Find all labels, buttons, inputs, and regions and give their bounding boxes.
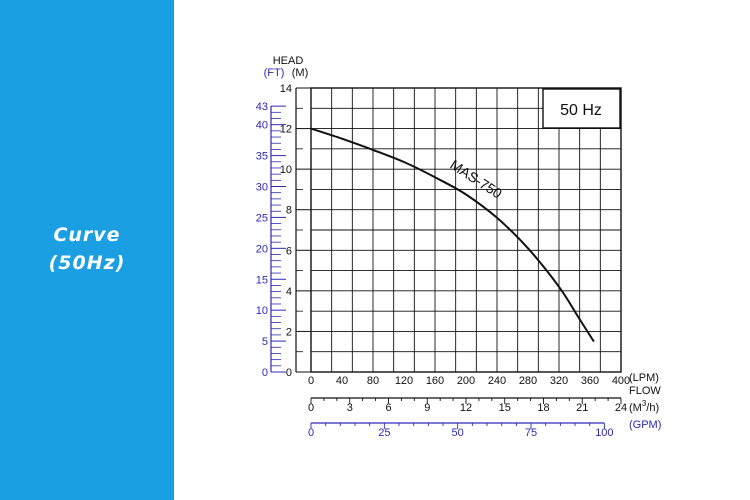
m3h-tick-label: 15: [499, 402, 511, 414]
frequency-badge: 50 Hz: [542, 88, 621, 129]
m-unit: (M): [292, 67, 309, 79]
m-tick-label: 6: [286, 245, 292, 257]
lpm-tick-label: 80: [367, 375, 379, 387]
side-title-curve: Curve: [53, 224, 121, 246]
lpm-tick-label: 200: [457, 375, 475, 387]
flow-lpm-axis: 0 40 80 120 160 200 240 280 320 360 400(LPM)FLOW: [308, 372, 661, 397]
m-tick-label: 4: [286, 286, 292, 298]
badge-box: [542, 88, 621, 129]
m-tick-label: 2: [286, 326, 292, 338]
m3h-tick-label: 12: [460, 402, 472, 414]
flow-m3h-axis: 0 3 6 9 12 15 18 21 24 (M3/h): [308, 397, 659, 414]
flow-title: FLOW: [629, 385, 661, 397]
ft-tick-label: 20: [256, 243, 268, 255]
plot-border: [310, 87, 622, 373]
m-tick-label: 14: [280, 83, 292, 95]
ft-tick-label: 10: [256, 305, 268, 317]
badge-label: 50 Hz: [560, 102, 602, 119]
ft-tick-label: 43: [256, 101, 268, 113]
side-panel: Curve (50Hz): [0, 0, 174, 500]
lpm-tick-label: 360: [581, 375, 599, 387]
m3h-unit: (M3/h): [629, 399, 659, 414]
lpm-tick-label: 240: [488, 375, 506, 387]
ft-tick-label: 35: [256, 151, 268, 163]
flow-gpm-axis: 0 25 50 75 100 (GPM): [308, 419, 661, 439]
series-line: [310, 127, 595, 343]
gpm-tick-label: 25: [378, 427, 390, 439]
lpm-tick-label: 280: [519, 375, 537, 387]
ft-unit: (FT): [264, 67, 285, 79]
m-tick-label: 12: [280, 124, 292, 136]
gpm-tick-label: 0: [308, 427, 314, 439]
lpm-tick-label: 320: [550, 375, 568, 387]
head-title: HEAD: [273, 55, 304, 67]
ft-tick-label: 0: [262, 367, 268, 379]
lpm-tick-label: 0: [308, 375, 314, 387]
gpm-unit: (GPM): [629, 419, 661, 431]
ft-tick-label: 30: [256, 182, 268, 194]
ft-tick-label: 25: [256, 212, 268, 224]
m3h-tick-label: 9: [424, 402, 430, 414]
m-tick-label: 10: [280, 164, 292, 176]
m3h-tick-label: 18: [537, 402, 549, 414]
m3h-tick-label: 0: [308, 402, 314, 414]
m3h-tick-label: 24: [615, 402, 627, 414]
m-tick-label: 0: [286, 367, 292, 379]
gpm-tick-label: 100: [595, 427, 613, 439]
lpm-tick-label: 160: [426, 375, 444, 387]
m-tick-label: 8: [286, 205, 292, 217]
lpm-unit: (LPM): [629, 372, 659, 384]
gpm-tick-label: 75: [525, 427, 537, 439]
lpm-tick-label: 40: [336, 375, 348, 387]
ft-tick-label: 40: [256, 120, 268, 132]
m3h-tick-label: 3: [347, 402, 353, 414]
head-m-axis: 0 2 4 6 8 10 12 14 HEAD(M): [273, 55, 311, 379]
ft-tick-label: 15: [256, 274, 268, 286]
chart-grid: [311, 88, 621, 372]
plot-frame: [310, 87, 622, 373]
head-ft-axis: 0 5 10 15 20 25 30 35 40 43 (FT): [256, 67, 286, 379]
series-layer: MAS-750: [310, 127, 595, 343]
m3h-tick-label: 21: [576, 402, 588, 414]
side-title-frequency: (50Hz): [48, 252, 126, 274]
gpm-tick-label: 50: [452, 427, 464, 439]
lpm-tick-label: 120: [395, 375, 413, 387]
ft-tick-label: 5: [262, 336, 268, 348]
lpm-tick-label: 400: [612, 375, 630, 387]
m3h-tick-label: 6: [385, 402, 391, 414]
